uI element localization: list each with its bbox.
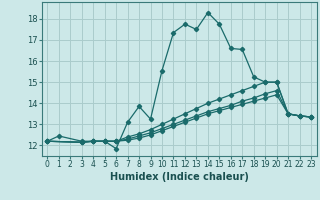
X-axis label: Humidex (Indice chaleur): Humidex (Indice chaleur) xyxy=(110,172,249,182)
